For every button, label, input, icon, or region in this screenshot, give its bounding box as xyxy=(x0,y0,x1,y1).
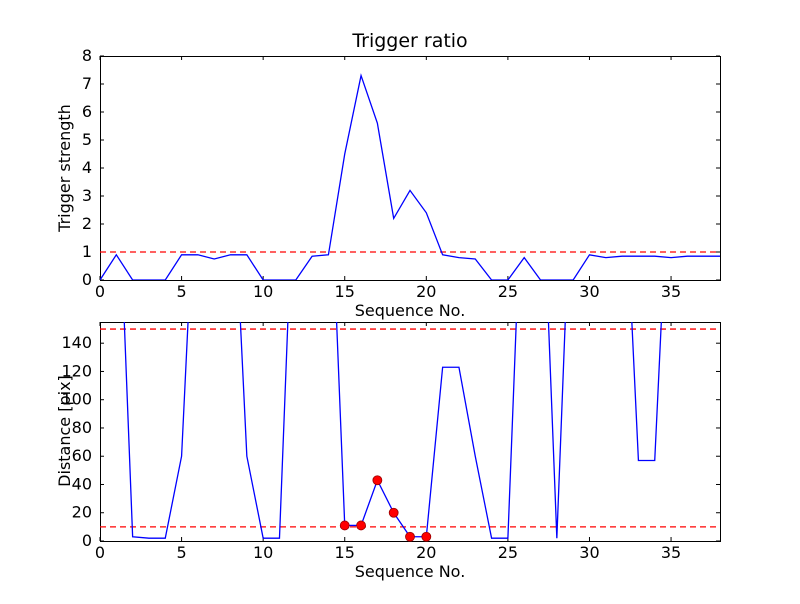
x-tick-label: 35 xyxy=(661,543,681,562)
y-tick-label: 40 xyxy=(72,474,92,493)
y-tick-label: 5 xyxy=(82,130,92,149)
x-tick-label: 0 xyxy=(95,543,105,562)
data-marker xyxy=(372,475,383,486)
y-tick-label: 8 xyxy=(82,46,92,65)
x-tick-label: 20 xyxy=(416,543,436,562)
data-marker xyxy=(405,531,415,542)
x-tick-label: 10 xyxy=(253,543,273,562)
x-tick-label: 25 xyxy=(498,543,518,562)
data-marker xyxy=(339,520,350,531)
data-marker xyxy=(388,507,399,518)
data-marker xyxy=(421,531,432,542)
y-tick-label: 0 xyxy=(82,270,92,289)
x-tick-label: 5 xyxy=(176,543,186,562)
axes-frame xyxy=(100,322,721,542)
y-tick-label: 120 xyxy=(61,361,92,380)
y-tick-label: 3 xyxy=(82,186,92,205)
x-tick-label: 0 xyxy=(95,282,105,301)
top-yaxis-label: Trigger strength xyxy=(55,104,74,233)
y-tick-label: 6 xyxy=(82,102,92,121)
top-xaxis-label: Sequence No. xyxy=(355,301,466,320)
axes-0: 0 5 10 15 20 25 30 35 0 1 2 3 4 5 6 7 8 xyxy=(82,46,721,301)
y-tick-label: 60 xyxy=(72,446,92,465)
y-tick-label: 80 xyxy=(72,418,92,437)
bottom-xaxis-label: Sequence No. xyxy=(355,562,466,581)
bottom-yaxis-label: Distance [pix] xyxy=(55,375,74,487)
chart-title: Trigger ratio xyxy=(351,30,467,52)
y-tick-label: 1 xyxy=(82,242,92,261)
x-tick-label: 30 xyxy=(579,282,599,301)
x-tick-label: 25 xyxy=(498,282,518,301)
x-tick-label: 30 xyxy=(579,543,599,562)
x-tick-label: 20 xyxy=(416,282,436,301)
x-tick-label: 5 xyxy=(176,282,186,301)
y-tick-label: 2 xyxy=(82,214,92,233)
axes-1: 0 5 10 15 20 25 30 35 0 20 40 60 80 100 120 140 xyxy=(61,322,721,562)
series-line xyxy=(100,73,720,280)
axes-frame xyxy=(100,56,721,281)
y-tick-label: 4 xyxy=(82,158,92,177)
x-tick-label: 15 xyxy=(335,282,355,301)
y-tick-label: 140 xyxy=(61,333,92,352)
x-tick-label: 10 xyxy=(253,282,273,301)
y-tick-label: 7 xyxy=(82,74,92,93)
y-tick-label: 0 xyxy=(82,531,92,550)
y-tick-label: 20 xyxy=(72,503,92,522)
data-marker xyxy=(356,520,366,531)
x-tick-label: 15 xyxy=(335,543,355,562)
x-tick-label: 35 xyxy=(661,282,681,301)
y-tick-label: 100 xyxy=(61,390,92,409)
